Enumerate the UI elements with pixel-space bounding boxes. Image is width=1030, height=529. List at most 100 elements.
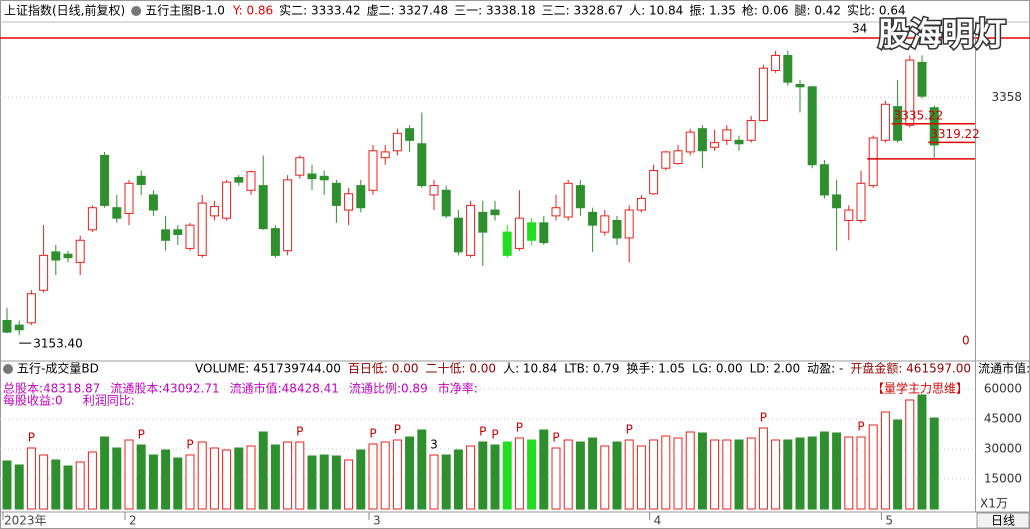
candle-body <box>758 67 768 122</box>
volume-marker: P <box>491 428 498 442</box>
volume-bar <box>2 460 12 510</box>
watermark: 股海明灯 <box>878 15 1006 53</box>
icon <box>131 6 142 16</box>
volume-bar <box>75 461 85 510</box>
readout: 每股收益:0 <box>3 393 63 408</box>
readout: 动盈: - <box>807 362 843 376</box>
volume-bar <box>356 449 366 510</box>
volume-bar <box>832 432 842 510</box>
readout: 实二: 3333.42 <box>279 3 360 18</box>
volume-bar <box>63 465 73 510</box>
candle-body <box>575 185 585 209</box>
readout: LD: 2.00 <box>750 362 801 376</box>
candle-body <box>588 211 598 226</box>
volume-marker: P <box>760 411 767 425</box>
volume-marker: P <box>138 428 145 442</box>
volume-bar <box>575 441 585 510</box>
indicator-name: 五行主图B-1.0 <box>145 4 225 18</box>
volume-bar <box>734 439 744 510</box>
candle-body <box>246 171 256 191</box>
volume-marker: 3 <box>430 438 438 452</box>
volume-bar <box>697 432 707 510</box>
readout: 换手: 1.05 <box>626 362 685 376</box>
volume-bar <box>844 436 854 510</box>
volume-bar <box>429 454 439 510</box>
volume-bar <box>87 451 97 510</box>
volume-bar <box>112 447 122 510</box>
candle-body <box>222 181 232 219</box>
readout: 开盘金额: 461597.00 <box>850 361 971 376</box>
volume-bar <box>868 424 878 510</box>
volume-bar <box>368 443 378 510</box>
candle-body <box>283 179 293 252</box>
volume-bar <box>490 444 500 510</box>
volume-bar <box>795 437 805 510</box>
candle-body <box>783 54 793 83</box>
volume-bar <box>307 455 317 510</box>
readout: 利润同比: <box>83 394 135 408</box>
candle-body <box>331 182 341 206</box>
volume-bar <box>441 454 451 510</box>
readout: 腿: 0.42 <box>794 4 841 18</box>
volume-marker: P <box>857 420 864 434</box>
candle-body <box>905 59 915 126</box>
candle-body <box>514 217 524 249</box>
candle-body <box>673 150 683 165</box>
candle-body <box>173 229 183 235</box>
volume-bar <box>185 454 195 510</box>
volume-bar <box>563 439 573 510</box>
volume-bar <box>539 429 549 510</box>
volume-bar <box>380 441 390 510</box>
candle-body <box>112 207 122 219</box>
candle-body <box>392 132 402 152</box>
volume-bar <box>893 419 903 510</box>
candle-body <box>880 103 890 141</box>
y-tick-label: 30000 <box>984 442 1022 456</box>
readout: 二十低: 0.00 <box>425 362 496 376</box>
volume-bar <box>856 436 866 510</box>
readout: 实比: 0.64 <box>847 3 906 18</box>
candle-body <box>722 129 732 141</box>
volume-bar <box>917 394 927 510</box>
volume-bar <box>209 447 219 510</box>
candle-body <box>124 182 134 215</box>
candle-body <box>807 86 817 166</box>
candle-body <box>710 142 720 148</box>
candle-body <box>26 293 36 324</box>
period-tab[interactable] <box>976 512 1030 529</box>
volume-bar <box>100 436 110 510</box>
volume-bar <box>258 431 268 510</box>
readout: 人: 10.84 <box>503 362 557 376</box>
candle-body <box>636 197 646 211</box>
level-label: 3319.22 <box>930 127 980 141</box>
candle-body <box>87 207 97 231</box>
candle-body <box>307 173 317 180</box>
candle-body <box>356 185 366 209</box>
unit-label: X1万 <box>980 497 1008 511</box>
readout: 市净率: <box>438 381 478 396</box>
period[interactable]: 日线 <box>991 514 1015 528</box>
candle-body <box>612 220 622 239</box>
volume-bar <box>26 447 36 510</box>
candle-body <box>14 324 24 331</box>
candle-body <box>856 182 866 222</box>
candle-body <box>453 217 463 253</box>
readout: 虚二: 3327.48 <box>367 4 448 18</box>
volume-bar <box>551 447 561 510</box>
x-tick-label: 2 <box>129 514 137 528</box>
volume-marker: P <box>552 431 559 445</box>
readout: 振: 1.35 <box>689 4 736 18</box>
volume-bar <box>466 445 476 510</box>
volume-bar <box>905 399 915 510</box>
candle-body <box>417 143 427 187</box>
volume-bar <box>344 459 354 510</box>
readout: VOLUME: 451739744.00 <box>195 362 341 376</box>
volume-bar <box>771 439 781 510</box>
candle-body <box>405 128 415 141</box>
volume-bar <box>453 449 463 510</box>
candle-body <box>368 150 378 191</box>
volume-bar <box>270 444 280 510</box>
volume-marker: P <box>296 425 303 439</box>
candle-body <box>100 154 110 206</box>
readout: LG: 0.00 <box>692 362 743 376</box>
